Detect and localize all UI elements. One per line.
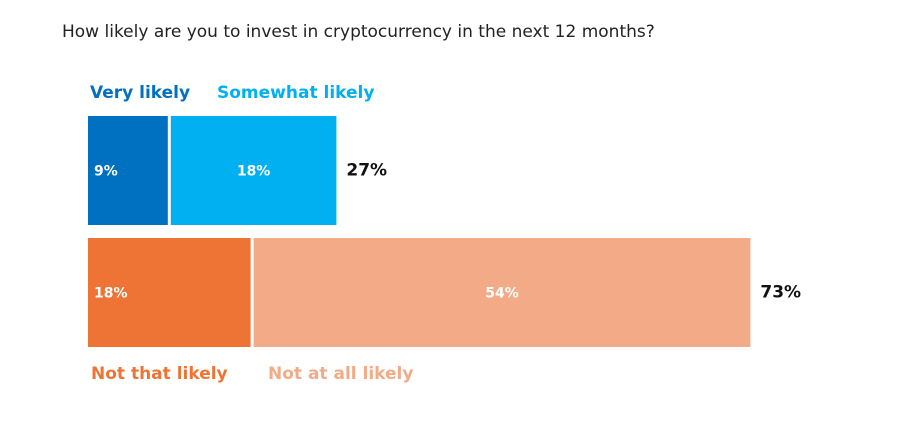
segment-value-label: 18% — [237, 164, 271, 180]
bar-segment-not-at-all-likely — [253, 238, 751, 347]
segment-value-label: 18% — [94, 286, 128, 302]
bar-segment-very-likely — [88, 116, 168, 225]
segment-value-label: 54% — [485, 286, 519, 302]
segment-value-label: 9% — [94, 164, 118, 180]
chart-title: How likely are you to invest in cryptocu… — [62, 22, 655, 42]
bar-total-label: 27% — [346, 161, 387, 181]
legend-very-likely: Very likely — [90, 83, 190, 103]
bar-total-label: 73% — [760, 283, 801, 303]
legend-not-at-all-likely: Not at all likely — [268, 364, 413, 384]
bars-layer: 9% 18% 27% 18% 54% 73% — [88, 116, 801, 347]
bar-segment-not-that-likely — [88, 238, 251, 347]
legend-somewhat-likely: Somewhat likely — [217, 83, 374, 103]
bar-segment-somewhat-likely — [170, 116, 337, 225]
legend-not-that-likely: Not that likely — [91, 364, 228, 384]
